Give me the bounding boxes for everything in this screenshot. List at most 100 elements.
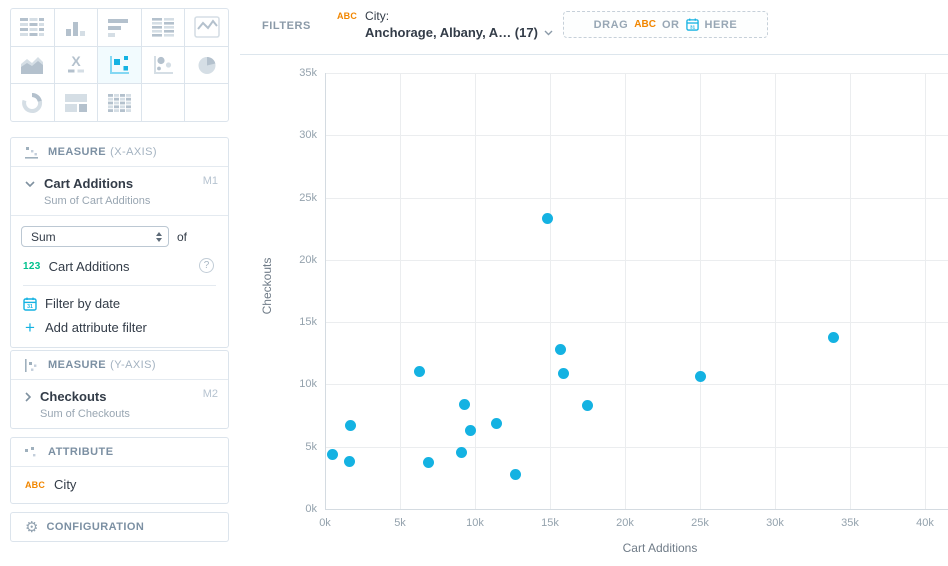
x-tick-label: 35k	[841, 517, 859, 529]
viz-type-line-chart-button[interactable]	[185, 9, 228, 46]
svg-text:31: 31	[27, 304, 33, 310]
measure-subtitle: Sum of Cart Additions	[44, 195, 151, 207]
chevron-right-icon	[25, 391, 31, 402]
scatter-point[interactable]	[459, 398, 470, 410]
scatter-point[interactable]	[327, 448, 338, 460]
chevron-down-icon	[544, 30, 553, 35]
abc-icon: ABC	[25, 479, 46, 490]
viz-type-pivot-table-button[interactable]	[141, 9, 185, 46]
measure-x-axis-icon	[25, 146, 38, 159]
gear-icon: ⚙	[25, 517, 39, 536]
calendar-icon: 31	[23, 297, 37, 311]
add-attribute-filter-label: Add attribute filter	[45, 320, 147, 335]
measure-tag: M1	[202, 175, 218, 187]
filter-by-date-button[interactable]: 31 Filter by date	[23, 296, 218, 311]
measure-item-checkouts[interactable]: Checkouts M2 Sum of Checkouts	[11, 380, 228, 428]
visualization-type-picker: X	[10, 8, 229, 122]
measure-y-axis-icon	[25, 358, 37, 372]
viz-type-donut-chart-button[interactable]	[11, 84, 54, 121]
bar-chart-icon	[108, 19, 129, 38]
viz-type-column-chart-button[interactable]	[54, 9, 98, 46]
scatter-point[interactable]	[510, 468, 521, 480]
scatter-point[interactable]	[414, 366, 425, 378]
plus-icon: +	[25, 317, 35, 337]
x-tick-label: 40k	[916, 517, 934, 529]
scatter-point[interactable]	[345, 420, 356, 432]
svg-text:31: 31	[689, 24, 695, 30]
x-tick-label: 5k	[394, 517, 406, 529]
x-tick-label: 25k	[691, 517, 709, 529]
viz-type-bar-chart-button[interactable]	[98, 9, 141, 46]
pie-chart-icon	[198, 56, 216, 74]
help-icon[interactable]: ?	[199, 258, 214, 273]
scatter-point[interactable]	[490, 417, 502, 429]
headline-icon: X	[67, 53, 84, 73]
y-tick-label: 0k	[305, 503, 317, 515]
attribute-item-city[interactable]: ABC City	[11, 467, 228, 503]
x-tick-label: 0k	[319, 517, 331, 529]
panel-title: ATTRIBUTE	[48, 446, 114, 458]
donut-chart-icon	[22, 92, 43, 113]
viz-type-area-chart-button[interactable]	[11, 46, 54, 84]
fact-123-icon: 123	[23, 261, 41, 272]
viz-type-treemap-button[interactable]	[54, 84, 98, 121]
gridline	[325, 197, 948, 199]
y-axis-line	[325, 73, 326, 509]
filters-label: FILTERS	[262, 20, 311, 32]
viz-type-table-button[interactable]	[11, 9, 54, 46]
viz-type-heatmap-button[interactable]	[98, 84, 141, 121]
gridline	[400, 73, 401, 509]
gridline	[325, 384, 948, 386]
scatter-point[interactable]	[555, 344, 566, 356]
x-tick-label: 20k	[616, 517, 634, 529]
y-tick-label: 20k	[299, 253, 317, 266]
measure-tag: M2	[202, 388, 218, 400]
divider	[23, 285, 216, 286]
viz-type-scatter-plot-button[interactable]	[98, 46, 141, 84]
y-tick-label: 5k	[305, 440, 317, 453]
filter-bar-divider	[240, 54, 948, 55]
scatter-point[interactable]	[423, 457, 434, 469]
heatmap-icon	[108, 93, 132, 112]
gridline	[550, 73, 551, 509]
viz-type-pie-chart-button[interactable]	[185, 46, 228, 84]
city-filter-chip[interactable]: ABC City: Anchorage, Albany, A… (17)	[337, 9, 553, 40]
gridline	[775, 73, 776, 509]
scatter-point[interactable]	[582, 400, 593, 412]
gridline	[925, 73, 926, 509]
pivot-table-icon	[152, 18, 175, 37]
scatter-point[interactable]	[828, 331, 839, 343]
gridline	[700, 73, 701, 509]
aggregation-select[interactable]: Sum	[21, 226, 169, 247]
attribute-panel: ATTRIBUTE ABC City	[10, 437, 229, 504]
scatter-point[interactable]	[694, 371, 706, 383]
scatter-point[interactable]	[456, 447, 467, 459]
table-icon	[20, 18, 45, 37]
gridline	[325, 135, 948, 137]
bubble-chart-icon	[154, 55, 174, 74]
scatter-point[interactable]	[465, 425, 476, 437]
attribute-label: City	[54, 477, 77, 492]
viz-type-headline-button[interactable]: X	[54, 46, 98, 84]
measure-subtitle: Sum of Checkouts	[40, 408, 130, 420]
filter-drop-zone[interactable]: DRAG ABC OR 31 HERE	[563, 11, 768, 38]
viz-type-bubble-chart-button[interactable]	[141, 46, 185, 84]
x-tick-label: 15k	[541, 517, 559, 529]
measure-title: Checkouts	[40, 389, 107, 404]
measure-item-cart-additions[interactable]: Cart Additions M1 Sum of Cart Additions	[11, 167, 228, 216]
x-axis-line	[325, 509, 948, 510]
area-chart-icon	[21, 56, 44, 74]
add-attribute-filter-button[interactable]: + Add attribute filter	[23, 317, 218, 337]
panel-title-suffix: (Y-AXIS)	[110, 359, 156, 371]
scatter-point[interactable]	[343, 456, 355, 468]
y-tick-label: 10k	[299, 378, 317, 391]
configuration-panel[interactable]: ⚙ CONFIGURATION	[10, 512, 229, 542]
scatter-point[interactable]	[558, 367, 569, 379]
panel-title-suffix: (X-AXIS)	[110, 146, 158, 158]
y-tick-label: 15k	[299, 316, 317, 329]
dropzone-or-label: OR	[661, 18, 680, 31]
attribute-icon	[25, 446, 36, 456]
measure-x-axis-panel: MEASURE (X-AXIS) Cart Additions M1 Sum o…	[10, 137, 229, 348]
aggregation-selected-value: Sum	[31, 229, 56, 244]
scatter-point[interactable]	[541, 213, 553, 225]
